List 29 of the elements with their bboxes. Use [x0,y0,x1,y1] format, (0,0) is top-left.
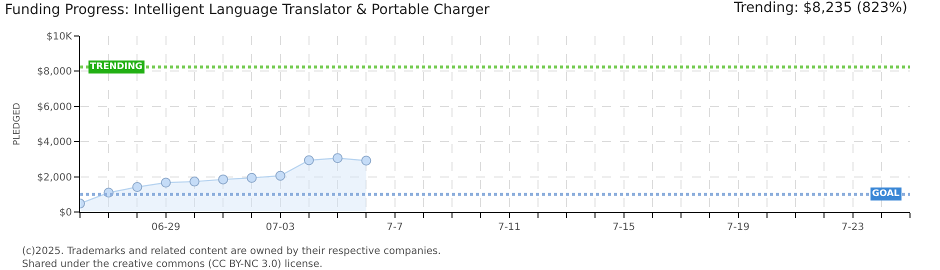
point [160,178,171,188]
x-tick-label: 7-11 [498,222,521,233]
y-axis-title: PLEDGED [12,102,22,146]
point [361,156,372,166]
point [304,155,314,166]
point [189,176,200,187]
ref-line-label: TRENDING [90,62,142,72]
x-tick-label: 7-7 [386,222,403,233]
point [246,172,257,183]
y-tick-label: $10K [46,32,72,42]
y-tick-label: $4,000 [37,137,72,148]
y-tick-label: $2,000 [37,172,72,184]
x-tick-label: 07-03 [266,222,295,233]
text: (c)2025. Trademarks and related content are owned by their respective companies. [22,246,441,257]
x-tick-label: 06-29 [151,222,180,233]
x-tick-label: 7-15 [612,222,636,233]
chart-subtitle: Trending: $8,235 (823%) [733,0,908,16]
text: Shared under the creative commons (CC BY-NC 3.0) license. [22,259,323,270]
point [218,174,228,184]
point [132,182,142,192]
point [332,153,343,164]
y-tick-label: $6,000 [37,102,72,113]
chart-title: Funding Progress: Intelligent Language Translator & Portable Charger [4,2,490,18]
y-tick-label: $0 [59,208,72,218]
ref-line-label: GOAL [872,189,900,199]
point [275,170,286,181]
x-tick-label: 7-23 [841,222,864,233]
y-tick-label: $8,000 [37,66,72,78]
x-tick-label: 7-19 [726,222,750,233]
